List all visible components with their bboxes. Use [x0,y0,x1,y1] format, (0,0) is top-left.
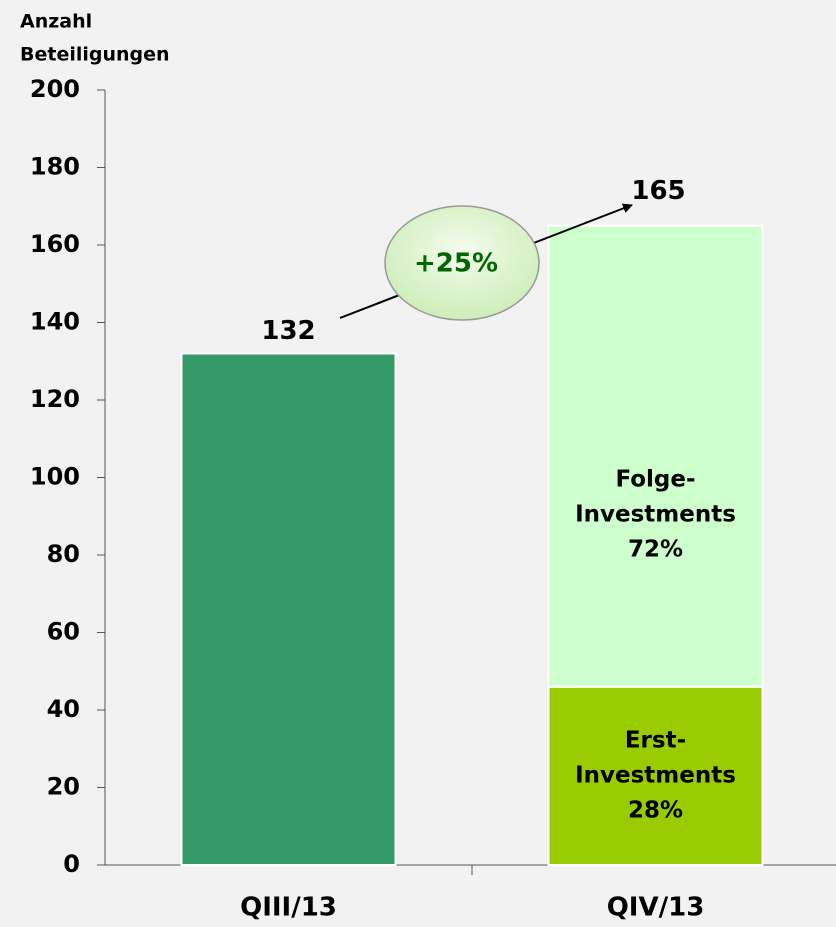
segment-label: Erst- [625,727,686,753]
y-tick-label: 20 [47,773,80,801]
total-label: 165 [631,176,685,206]
y-tick-label: 0 [63,850,80,878]
y-tick-label: 140 [30,308,80,336]
y-axis-label: Anzahl [20,11,92,33]
annotation-text: +25% [414,249,498,279]
bar-segment [547,685,764,866]
x-tick-label: QIV/13 [607,893,705,923]
segment-label: Folge- [615,467,695,493]
segment-label: Investments [575,502,736,528]
y-tick-label: 40 [47,695,80,723]
segment-share-label: 28% [628,797,683,823]
total-label: 132 [261,316,315,346]
y-tick-label: 100 [30,463,80,491]
x-tick-label: QIII/13 [240,893,337,923]
bar-segment [180,352,397,866]
segment-share-label: 72% [628,537,683,563]
y-tick-label: 60 [47,618,80,646]
y-tick-label: 200 [30,75,80,103]
bar-segment [547,224,764,688]
y-tick-label: 120 [30,385,80,413]
y-tick-label: 160 [30,230,80,258]
y-tick-label: 80 [47,540,80,568]
y-axis-label: Beteiligungen [20,44,170,66]
segment-label: Investments [575,762,736,788]
annotation-bubble [384,205,540,321]
y-tick-label: 180 [30,153,80,181]
